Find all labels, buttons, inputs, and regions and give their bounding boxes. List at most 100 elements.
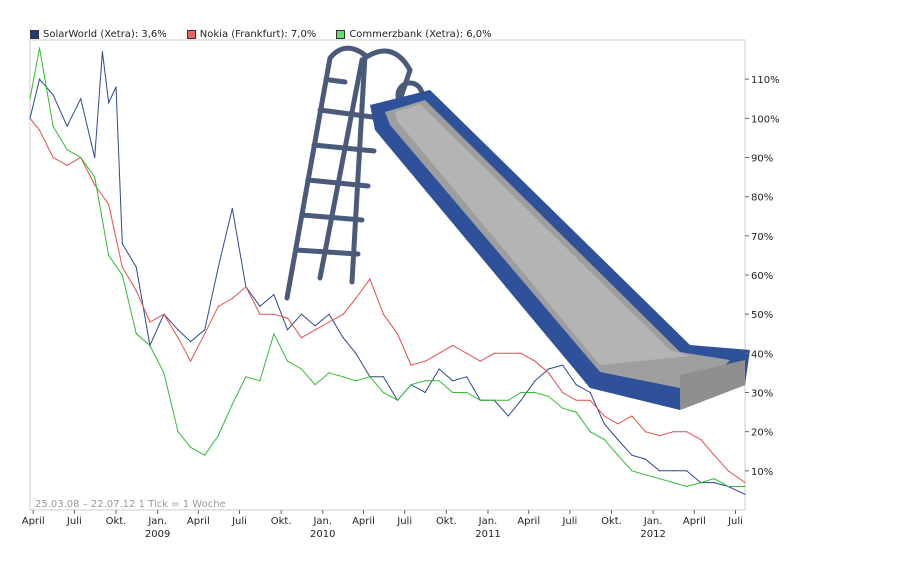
data-point-s2-10 <box>163 372 165 374</box>
y-tick-label: 110% <box>751 75 780 86</box>
data-point-s1-51 <box>727 470 729 472</box>
data-point-s0-44 <box>603 423 605 425</box>
data-point-s0-32 <box>438 368 440 370</box>
x-tick-label: Jan. <box>643 516 663 527</box>
data-point-s2-15 <box>231 403 233 405</box>
data-point-s1-3 <box>66 164 68 166</box>
data-point-s0-3 <box>66 125 68 127</box>
x-tick-label: April <box>22 516 45 527</box>
data-point-s2-21 <box>314 384 316 386</box>
data-point-s0-52 <box>713 482 715 484</box>
data-point-s2-0 <box>29 98 31 100</box>
data-point-s2-32 <box>466 391 468 394</box>
data-point-s2-14 <box>217 435 219 437</box>
data-point-s0-17 <box>231 207 233 209</box>
data-point-s2-30 <box>438 380 440 382</box>
data-point-s2-39 <box>562 407 564 409</box>
legend-swatch-commerzbank <box>336 29 346 39</box>
data-point-s1-40 <box>575 399 577 401</box>
data-point-s1-21 <box>314 329 316 331</box>
y-tick-label: 30% <box>751 389 773 400</box>
legend-label-solarworld: SolarWorld (Xetra): 3,6% <box>43 28 167 40</box>
legend-item-nokia: Nokia (Frankfurt): 7,0% <box>186 27 316 41</box>
chart-legend: SolarWorld (Xetra): 3,6% Nokia (Frankfur… <box>30 27 492 41</box>
data-point-s0-34 <box>466 376 468 378</box>
data-point-s2-52 <box>744 485 746 488</box>
x-year-label: 2011 <box>475 529 500 540</box>
data-point-s1-39 <box>562 391 564 394</box>
date-range-note: 25.03.08 – 22.07.12 1 Tick = 1 Woche <box>35 499 226 510</box>
data-point-s1-13 <box>204 333 206 335</box>
data-point-s1-17 <box>259 313 261 315</box>
data-point-s2-47 <box>672 482 675 484</box>
data-point-s2-48 <box>686 485 688 488</box>
data-point-s2-33 <box>479 399 481 401</box>
data-point-s0-48 <box>658 470 661 472</box>
data-point-s0-47 <box>644 458 647 460</box>
data-point-s1-42 <box>603 415 605 417</box>
data-point-s0-28 <box>382 376 384 378</box>
y-tick-label: 100% <box>751 114 780 125</box>
y-tick-label: 50% <box>751 310 773 321</box>
data-point-s2-35 <box>507 399 509 401</box>
data-point-s1-19 <box>286 317 289 319</box>
data-point-s0-1 <box>38 78 41 80</box>
data-point-s1-6 <box>108 203 110 206</box>
data-point-s0-42 <box>575 384 577 386</box>
data-point-s0-6 <box>101 51 103 53</box>
data-point-s1-10 <box>163 313 165 315</box>
x-tick-label: Juli <box>396 516 412 527</box>
data-point-s2-13 <box>204 454 206 456</box>
data-point-s2-37 <box>534 391 536 394</box>
data-point-s1-11 <box>177 337 179 339</box>
data-point-s1-49 <box>700 438 702 441</box>
data-point-s1-8 <box>135 290 137 292</box>
data-point-s2-6 <box>108 254 110 256</box>
data-point-s0-19 <box>259 305 261 307</box>
data-point-s2-44 <box>631 470 633 472</box>
data-point-s1-37 <box>534 360 536 362</box>
data-point-s0-31 <box>424 391 426 394</box>
data-point-s2-5 <box>94 176 96 178</box>
data-point-s1-30 <box>438 352 440 354</box>
data-point-s2-2 <box>52 125 54 127</box>
data-point-s1-32 <box>466 352 468 354</box>
y-tick-label: 10% <box>751 467 773 478</box>
data-point-s1-23 <box>342 313 344 315</box>
data-point-s0-7 <box>108 102 110 104</box>
data-point-s0-54 <box>744 493 746 495</box>
data-point-s1-50 <box>713 454 715 456</box>
data-point-s1-47 <box>672 431 675 433</box>
data-point-s0-23 <box>314 325 316 327</box>
data-point-s0-26 <box>355 352 357 354</box>
data-point-s0-13 <box>177 329 179 331</box>
data-point-s0-25 <box>342 337 344 339</box>
data-point-s0-45 <box>617 438 619 441</box>
data-point-s2-28 <box>410 384 412 386</box>
legend-label-commerzbank: Commerzbank (Xetra): 6,0% <box>349 28 492 40</box>
data-point-s1-7 <box>121 266 123 268</box>
legend-item-commerzbank: Commerzbank (Xetra): 6,0% <box>336 27 492 41</box>
data-point-s1-48 <box>686 431 688 433</box>
data-point-s2-45 <box>644 474 647 476</box>
data-point-s2-49 <box>700 482 702 484</box>
y-tick-label: 70% <box>751 232 773 243</box>
y-tick-label: 80% <box>751 193 773 204</box>
y-tick-label: 40% <box>751 349 773 360</box>
data-point-s2-36 <box>520 391 522 394</box>
data-point-s2-8 <box>135 333 137 335</box>
x-tick-label: April <box>517 516 540 527</box>
data-point-s0-50 <box>686 470 688 472</box>
data-point-s0-4 <box>80 98 82 100</box>
data-point-s0-15 <box>204 329 206 331</box>
ladder-illustration <box>284 45 425 301</box>
data-point-s0-2 <box>52 94 54 96</box>
data-point-s2-26 <box>382 391 384 394</box>
legend-swatch-solarworld <box>30 29 39 39</box>
data-point-s0-41 <box>562 364 564 366</box>
data-point-s2-3 <box>66 149 68 151</box>
data-point-s0-33 <box>452 380 454 382</box>
data-point-s2-27 <box>396 399 399 401</box>
x-tick-label: Juli <box>66 516 82 527</box>
data-point-s1-14 <box>217 305 219 307</box>
